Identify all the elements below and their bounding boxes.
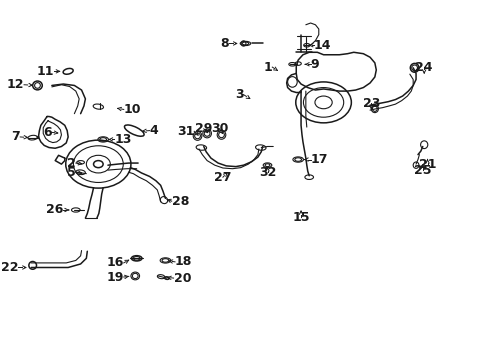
Text: 4: 4 — [149, 124, 158, 137]
Text: 18: 18 — [175, 255, 192, 268]
Text: 14: 14 — [313, 39, 331, 52]
Text: 30: 30 — [210, 122, 228, 135]
Text: 16: 16 — [106, 256, 123, 269]
Text: 26: 26 — [46, 203, 63, 216]
Text: 9: 9 — [310, 58, 319, 71]
Text: 25: 25 — [413, 164, 430, 177]
Text: 22: 22 — [1, 261, 18, 274]
Text: 15: 15 — [292, 211, 309, 224]
Text: 11: 11 — [36, 65, 54, 78]
Text: 13: 13 — [114, 133, 131, 146]
Text: 28: 28 — [171, 195, 189, 208]
Text: 31: 31 — [177, 125, 194, 138]
Text: 32: 32 — [258, 166, 276, 179]
Text: 7: 7 — [11, 130, 20, 143]
Text: 20: 20 — [173, 271, 191, 284]
Text: 27: 27 — [214, 171, 231, 184]
Text: 2: 2 — [67, 157, 76, 170]
Text: 23: 23 — [362, 96, 379, 109]
Text: 21: 21 — [418, 158, 435, 171]
Text: 19: 19 — [106, 270, 123, 284]
Text: 24: 24 — [415, 60, 432, 73]
Text: 17: 17 — [310, 153, 327, 166]
Text: 5: 5 — [67, 166, 76, 179]
Text: 10: 10 — [123, 103, 141, 116]
Text: 3: 3 — [234, 88, 243, 101]
Text: 12: 12 — [6, 78, 24, 91]
Text: 29: 29 — [195, 122, 212, 135]
Text: 8: 8 — [220, 37, 229, 50]
Text: 1: 1 — [263, 60, 272, 73]
Text: 6: 6 — [43, 126, 52, 139]
